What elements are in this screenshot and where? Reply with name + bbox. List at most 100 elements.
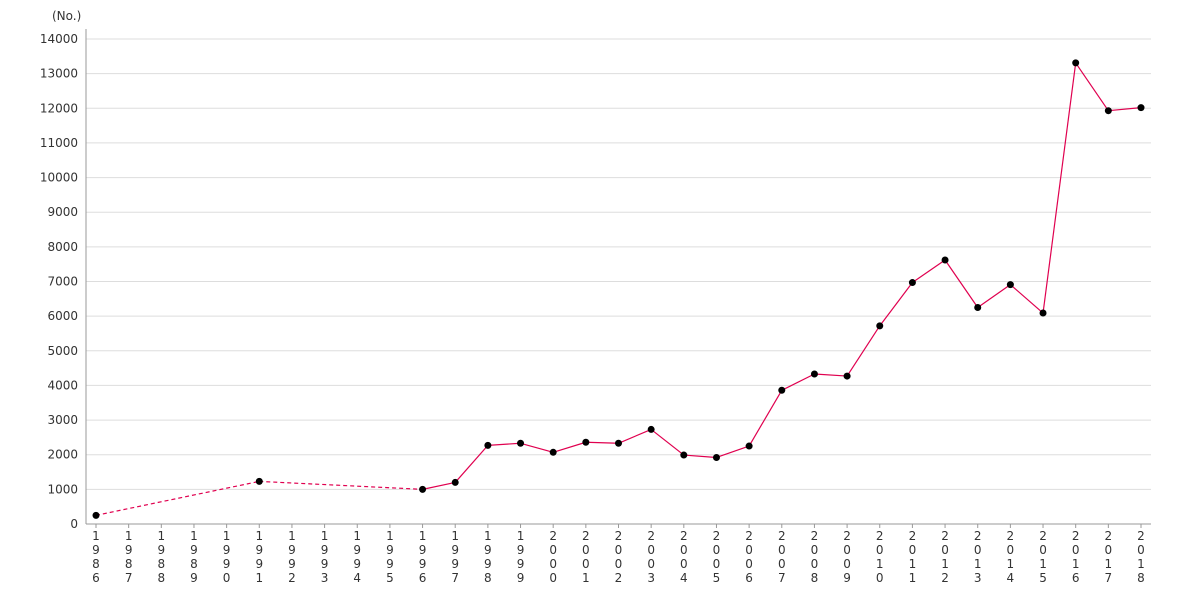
series-segment: [1009, 284, 1044, 314]
data-point: [680, 451, 688, 459]
series-lines: [95, 62, 1142, 516]
series-segment: [259, 480, 423, 490]
y-axis-unit-label: (No.): [52, 9, 81, 23]
data-point: [1104, 107, 1112, 115]
y-tick-label: 9000: [47, 205, 78, 219]
y-tick-label: 3000: [47, 413, 78, 427]
y-tick-label: 12000: [40, 101, 78, 115]
y-tick-label: 4000: [47, 378, 78, 392]
series-segment: [781, 373, 815, 391]
x-tick-labels: 1 9 8 6 1 9 8 7 1 9 8 8 1 9 8 9 1 9 9 0 1 9 9 1 1 9 9 2 1 9 9 3 1 9 9 4 1 9 9 5…: [92, 529, 1145, 585]
data-point: [615, 439, 622, 447]
data-point: [647, 425, 655, 433]
y-tick-label: 13000: [40, 67, 78, 81]
series-segment: [879, 282, 913, 327]
data-point: [810, 370, 818, 378]
y-tick-labels: 0 1000 2000 3000 4000 5000 6000 7000 8000 9000 100…: [40, 32, 78, 531]
y-tick-label: 7000: [47, 275, 78, 289]
data-point: [517, 439, 525, 447]
series-segment: [95, 480, 260, 516]
data-point: [549, 448, 557, 456]
grid-lines: [86, 38, 1151, 490]
series-segment: [454, 444, 489, 483]
y-tick-label: 6000: [47, 309, 78, 323]
series-segment: [1075, 62, 1109, 112]
data-point: [712, 453, 720, 461]
data-point: [1072, 59, 1080, 67]
data-point: [92, 511, 100, 519]
y-tick-label: 14000: [40, 32, 78, 46]
series-segment: [716, 445, 750, 459]
series-segment: [912, 259, 946, 284]
series-segment: [1042, 62, 1077, 314]
series-segment: [422, 481, 456, 490]
data-point: [745, 442, 753, 450]
series-segment: [585, 441, 619, 444]
data-point: [419, 485, 427, 493]
data-point: [1039, 309, 1047, 317]
y-tick-label: 8000: [47, 240, 78, 254]
data-point: [1006, 281, 1014, 289]
data-point: [451, 478, 459, 486]
y-tick-label: 1000: [47, 482, 78, 496]
data-point: [843, 372, 851, 380]
series-segment: [1108, 106, 1142, 112]
y-tick-label: 5000: [47, 344, 78, 358]
data-point: [582, 438, 590, 446]
series-segment: [748, 389, 783, 447]
data-point: [941, 256, 949, 264]
data-point: [974, 303, 982, 311]
data-point: [778, 386, 786, 394]
series-segment: [618, 428, 652, 444]
y-tick-label: 0: [70, 517, 78, 531]
data-point: [255, 477, 263, 485]
axes: [85, 29, 1151, 528]
data-point: [1137, 104, 1145, 112]
series-segment: [683, 454, 717, 459]
series-segment: [650, 428, 685, 456]
y-tick-label: 2000: [47, 448, 78, 462]
series-segment: [487, 442, 521, 446]
data-point: [484, 441, 492, 449]
series-segment: [520, 442, 554, 453]
data-point: [908, 279, 916, 287]
y-tick-label: 10000: [40, 171, 78, 185]
series-segment: [944, 259, 979, 308]
series-segment: [977, 284, 1011, 308]
data-point: [876, 322, 884, 330]
series-segment: [846, 325, 881, 377]
data-points: [92, 59, 1145, 519]
